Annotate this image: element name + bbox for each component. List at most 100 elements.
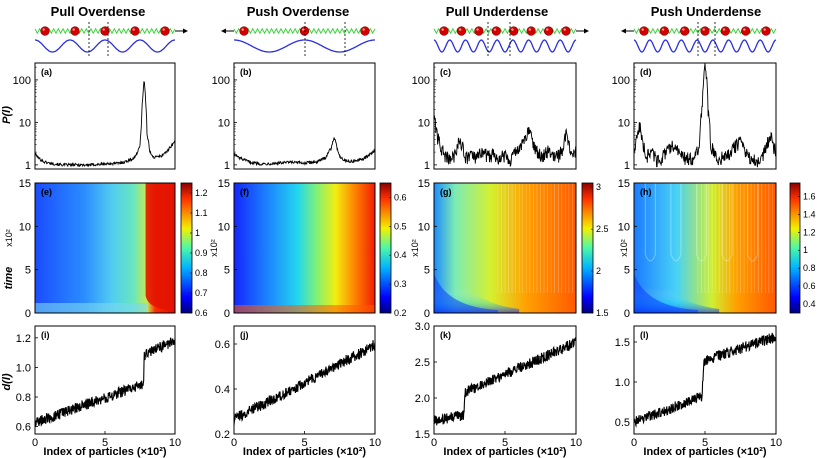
particle-ball <box>491 26 501 36</box>
colorbar-tick-label: 1.2 <box>195 188 208 198</box>
displacement-frame <box>433 325 577 435</box>
xtick-label: 5 <box>702 437 708 449</box>
colorbar-tick-label: 3 <box>596 182 601 192</box>
push-arrow-head <box>221 28 226 34</box>
panel-label: (l) <box>640 330 649 340</box>
colorbar-tick-label: 0.4 <box>394 250 407 260</box>
ytick-label: 1.0 <box>16 362 31 374</box>
colorbar <box>180 182 193 314</box>
spectrum-curve <box>633 63 777 168</box>
particle-ball <box>70 26 80 36</box>
particle-ball <box>456 26 467 36</box>
ytick-label: 2.0 <box>415 393 430 405</box>
particle-highlight <box>102 28 105 31</box>
particle-highlight <box>743 28 746 31</box>
panel-label: (f) <box>240 187 249 197</box>
particle-ball <box>680 26 690 36</box>
spectrum-frame <box>34 62 176 170</box>
spectrum-curve <box>433 115 577 168</box>
displacement-frame <box>233 325 376 435</box>
xlabel: Index of particles (×10²) <box>643 446 767 458</box>
particle-ball <box>543 26 554 36</box>
displacement-curve <box>233 340 376 426</box>
heatmap-frame <box>34 182 176 314</box>
column-title: Push Underdense <box>651 4 762 19</box>
xtick-label: 0 <box>631 437 637 449</box>
particle-highlight <box>546 28 549 31</box>
ytick-label: 5 <box>224 265 230 277</box>
ytick-label: 0 <box>424 308 430 320</box>
particle-highlight <box>476 28 479 31</box>
colorbar-tick-label: 1.2 <box>803 227 816 237</box>
colorbar-tick-label: 0.8 <box>195 268 208 278</box>
displacement-curve <box>433 337 577 426</box>
particle-ball <box>526 26 536 36</box>
panel-label: (k) <box>440 330 451 340</box>
particle-ball <box>239 26 249 36</box>
ytick-label: 0.5 <box>615 417 630 429</box>
ytick-label: 0 <box>624 308 630 320</box>
heatmap-frame <box>633 182 777 314</box>
density-wave <box>633 39 777 53</box>
xtick-label: 5 <box>102 437 108 449</box>
panel-label: (i) <box>41 330 50 340</box>
xtick-label: 10 <box>169 437 181 449</box>
panel-label: (a) <box>41 67 52 77</box>
colorbar <box>379 182 392 314</box>
heatmap-field <box>634 183 776 313</box>
colorbar-tick-label: 1.4 <box>803 209 816 219</box>
particle-ball <box>40 26 50 36</box>
heatmap-field <box>434 183 576 313</box>
particle-highlight <box>162 28 165 31</box>
heatmap-u-fringe <box>721 183 733 262</box>
particle-highlight <box>72 28 75 31</box>
colorbar-tick-label: 0.6 <box>195 308 208 318</box>
colorbar-tick-label: 1 <box>195 228 200 238</box>
colorbar-tick-label: 1.1 <box>195 208 208 218</box>
push-arrow-head <box>621 28 626 34</box>
colorbar-tick-label: 1.5 <box>596 308 609 318</box>
heatmap-u-fringe <box>670 183 682 262</box>
heatmap-initial-band <box>35 303 147 313</box>
particle-highlight <box>641 28 644 31</box>
particle-highlight <box>493 28 497 31</box>
ytick-label: 5 <box>424 265 430 277</box>
ylabel-power: P(l) <box>1 106 13 124</box>
xtick-label: 5 <box>502 437 508 449</box>
ytick-label: 3.0 <box>415 321 430 333</box>
particle-ball <box>509 26 519 36</box>
ytick-label: 15 <box>19 178 31 190</box>
particle-ball <box>439 26 449 36</box>
ytick-label: 15 <box>418 178 430 190</box>
spectrum-frame <box>233 62 376 170</box>
panel-label: (g) <box>440 187 452 197</box>
ytick-label: 10 <box>618 117 630 129</box>
ytick-label: 0.4 <box>215 384 230 396</box>
colorbar-tick-label: 1.6 <box>803 191 816 201</box>
ytick-label: 1 <box>224 160 230 172</box>
spectrum-curve <box>34 81 176 168</box>
column-title: Push Overdense <box>247 4 350 19</box>
xtick-label: 5 <box>301 437 307 449</box>
colorbar-tick-label: 0.2 <box>394 308 407 318</box>
displacement-curve <box>34 337 176 427</box>
particle-ball <box>700 26 710 36</box>
particle-highlight <box>302 28 305 31</box>
pull-arrow-head <box>183 28 188 34</box>
ytick-label: 0 <box>224 308 230 320</box>
colorbar <box>581 182 594 314</box>
ytick-label: 0 <box>25 308 31 320</box>
ytick-label: 10 <box>618 221 630 233</box>
particle-ball <box>659 26 669 36</box>
density-wave <box>234 39 375 53</box>
ytick-label: 10 <box>218 117 230 129</box>
ylabel-time-unit: x10² <box>209 239 219 257</box>
xtick-label: 10 <box>770 437 782 449</box>
xtick-label: 0 <box>431 437 437 449</box>
heatmap-background <box>234 183 375 313</box>
ytick-label: 10 <box>218 221 230 233</box>
colorbar-tick-label: 0.3 <box>394 279 407 289</box>
heatmap-field <box>35 183 175 313</box>
ytick-label: 1.5 <box>615 337 630 349</box>
